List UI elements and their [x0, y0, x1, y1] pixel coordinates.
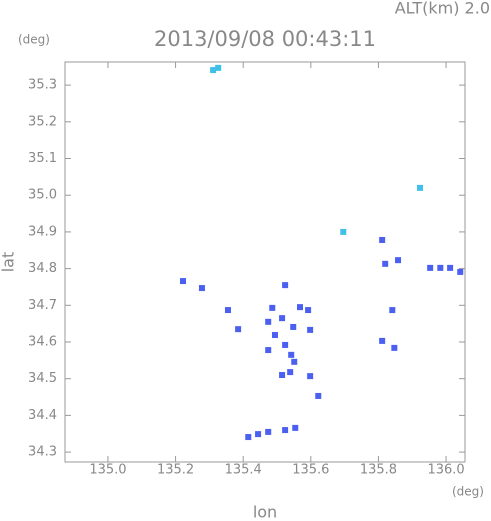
x-tick-label: 135.8: [360, 463, 397, 478]
x-tick-label: 136.0: [427, 463, 464, 478]
echo-point: [382, 260, 389, 267]
echo-point: [427, 264, 434, 271]
x-axis-label: lon: [253, 503, 277, 521]
echo-point: [340, 228, 347, 235]
x-tick-label: 135.6: [292, 463, 329, 478]
echo-point: [271, 332, 278, 339]
chart-title: 2013/09/08 00:43:11: [154, 27, 376, 51]
echo-point: [457, 268, 464, 275]
echo-point: [255, 431, 262, 438]
y-axis-label: lat: [0, 252, 18, 273]
echo-point: [287, 369, 294, 376]
echo-point: [265, 318, 272, 325]
echo-point: [291, 358, 298, 365]
echo-point: [282, 341, 289, 348]
echo-point: [389, 307, 396, 314]
echo-point: [315, 392, 322, 399]
echo-point: [245, 434, 252, 441]
y-tick-label: 35.3: [28, 78, 57, 93]
x-tick-label: 135.0: [89, 463, 126, 478]
echo-point: [437, 264, 444, 271]
echo-point: [379, 236, 386, 243]
echo-point: [447, 264, 454, 271]
y-tick-label: 34.3: [28, 445, 57, 460]
echo-point: [265, 347, 272, 354]
y-tick-label: 34.9: [28, 224, 57, 239]
echo-point: [279, 372, 286, 379]
y-tick-label: 34.8: [28, 261, 57, 276]
y-tick-label: 34.6: [28, 335, 57, 350]
x-tick-label: 135.2: [157, 463, 194, 478]
echo-point: [292, 424, 299, 431]
echo-point: [224, 307, 231, 314]
y-tick-label: 34.5: [28, 371, 57, 386]
echo-point: [417, 184, 424, 191]
echo-point: [290, 323, 297, 330]
echo-point: [235, 326, 242, 333]
echo-point: [215, 64, 222, 71]
echo-point: [391, 344, 398, 351]
echo-point: [307, 373, 314, 380]
y-tick-label: 35.2: [28, 114, 57, 129]
echo-point: [296, 304, 303, 311]
y-tick-label: 34.4: [28, 408, 57, 423]
echo-point: [198, 285, 205, 292]
y-tick-label: 34.7: [28, 298, 57, 313]
y-unit: (deg): [18, 33, 50, 47]
echo-point: [180, 278, 187, 285]
y-tick-label: 35.0: [28, 188, 57, 203]
echo-point: [379, 337, 386, 344]
chart-subtitle: ALT(km) 2.0: [395, 0, 490, 18]
echo-point: [269, 304, 276, 311]
plot-frame: [64, 61, 466, 463]
echo-point: [288, 351, 295, 358]
echo-point: [395, 257, 402, 264]
echo-point: [279, 315, 286, 322]
echo-point: [265, 428, 272, 435]
echo-point: [282, 282, 289, 289]
echo-point: [305, 307, 312, 314]
x-unit: (deg): [452, 485, 484, 499]
echo-point: [307, 326, 314, 333]
x-tick-label: 135.4: [225, 463, 262, 478]
echo-point: [282, 427, 289, 434]
y-tick-label: 35.1: [28, 151, 57, 166]
echo-point: [210, 67, 217, 74]
